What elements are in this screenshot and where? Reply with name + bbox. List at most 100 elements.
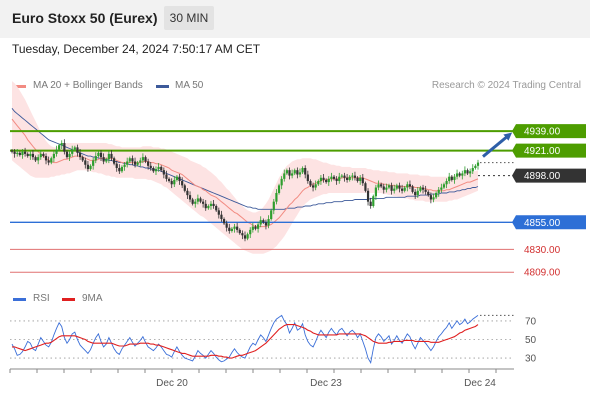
candle-body-29 xyxy=(86,164,90,170)
candle-body-42 xyxy=(120,166,124,172)
level-label-0: 4939.00 xyxy=(524,127,561,138)
candle-body-10 xyxy=(37,157,40,161)
candle-body-129 xyxy=(348,176,351,180)
candle-body-92 xyxy=(251,226,254,230)
candle-body-160 xyxy=(429,195,432,200)
candle-body-85 xyxy=(233,226,236,229)
ma20-legend-swatch xyxy=(13,85,26,88)
candle-body-112 xyxy=(304,168,307,175)
candle-body-87 xyxy=(238,229,241,234)
candle-body-59 xyxy=(165,174,168,179)
ma50-legend-label: MA 50 xyxy=(175,80,204,91)
level-label-1: 4921.00 xyxy=(524,146,561,157)
candle-body-116 xyxy=(314,184,317,188)
candle-body-53 xyxy=(149,165,152,168)
candle-body-138 xyxy=(372,196,375,206)
candle-body-34 xyxy=(99,152,103,158)
candle-body-170 xyxy=(455,173,459,177)
candle-body-136 xyxy=(366,190,370,202)
time-label-2: Dec 24 xyxy=(464,378,496,389)
time-label-1: Dec 23 xyxy=(310,378,342,389)
candle-body-73 xyxy=(202,201,205,204)
candle-body-156 xyxy=(419,187,422,191)
candle-body-95 xyxy=(259,220,262,225)
report-datetime: Tuesday, December 24, 2024 7:50:17 AM CE… xyxy=(12,42,261,56)
ma50-line xyxy=(11,108,479,210)
ma9-legend-swatch xyxy=(62,298,75,301)
candle-body-173 xyxy=(463,170,467,174)
candle-body-172 xyxy=(461,173,464,176)
candle-body-21 xyxy=(65,151,69,158)
rsi-tick-70: 70 xyxy=(525,316,537,327)
candle-body-114 xyxy=(309,181,312,186)
candle-body-147 xyxy=(395,185,398,189)
candle-body-78 xyxy=(215,206,218,211)
timeframe-badge[interactable]: 30 MIN xyxy=(164,6,214,30)
candle-body-139 xyxy=(374,187,377,197)
candle-body-36 xyxy=(105,159,108,162)
candle-body-91 xyxy=(249,229,252,235)
candle-body-146 xyxy=(393,188,396,191)
candle-body-32 xyxy=(94,156,97,161)
candle-body-98 xyxy=(267,219,270,226)
time-axis: Dec 20 Dec 23 Dec 24 xyxy=(9,368,514,389)
candle-body-33 xyxy=(97,152,100,157)
candle-body-154 xyxy=(414,191,417,196)
candle-body-155 xyxy=(416,190,419,196)
candle-body-128 xyxy=(346,177,349,180)
credit-text: Research © 2024 Trading Central xyxy=(431,80,581,91)
bollinger-band-area xyxy=(12,81,478,254)
candle-body-174 xyxy=(466,170,469,174)
candle-body-150 xyxy=(403,187,406,191)
candle-body-131 xyxy=(353,175,357,178)
candle-body-44 xyxy=(126,161,129,165)
candle-body-30 xyxy=(89,165,92,170)
candle-body-23 xyxy=(71,149,74,154)
candle-body-134 xyxy=(361,177,364,184)
candle-body-28 xyxy=(84,160,87,165)
candle-body-149 xyxy=(400,188,404,191)
candle-body-6 xyxy=(26,153,29,157)
candle-body-135 xyxy=(364,183,367,191)
candle-body-18 xyxy=(58,145,61,150)
candle-body-72 xyxy=(199,198,202,202)
candle-body-111 xyxy=(301,168,304,173)
candle-body-62 xyxy=(173,179,176,185)
candle-body-168 xyxy=(450,176,453,180)
candle-body-158 xyxy=(424,189,427,192)
candle-body-169 xyxy=(453,176,456,180)
candle-body-153 xyxy=(411,186,414,192)
candle-body-144 xyxy=(387,185,391,188)
candle-body-119 xyxy=(322,177,325,180)
candle-body-93 xyxy=(254,226,257,229)
candle-body-12 xyxy=(42,153,45,157)
candle-body-82 xyxy=(225,223,228,228)
time-label-0: Dec 20 xyxy=(156,378,188,389)
candle-body-24 xyxy=(73,147,76,150)
level-label-4: 4830.00 xyxy=(524,245,561,256)
candle-body-58 xyxy=(162,170,165,175)
level-label-3: 4855.00 xyxy=(524,218,561,229)
candle-body-97 xyxy=(264,222,268,226)
candle-body-40 xyxy=(115,163,118,168)
candle-body-43 xyxy=(123,164,126,167)
rsi-9ma-line xyxy=(12,324,479,359)
candle-body-161 xyxy=(432,197,435,200)
rsi-tick-50: 50 xyxy=(525,335,537,346)
candle-body-15 xyxy=(50,158,53,163)
candle-body-17 xyxy=(55,149,58,154)
candle-body-31 xyxy=(92,160,95,166)
rsi-legend-swatch xyxy=(13,298,26,301)
candle-body-107 xyxy=(291,173,294,176)
candle-body-122 xyxy=(330,176,333,179)
candle-body-151 xyxy=(406,184,409,188)
candle-body-68 xyxy=(188,195,192,200)
candle-body-13 xyxy=(44,156,48,161)
candle-body-16 xyxy=(52,153,55,159)
rsi-legend-label: RSI xyxy=(33,293,50,304)
level-tag-0 xyxy=(512,124,586,139)
candle-body-140 xyxy=(377,184,380,188)
candle-body-80 xyxy=(220,214,223,220)
candle-body-55 xyxy=(154,169,158,172)
